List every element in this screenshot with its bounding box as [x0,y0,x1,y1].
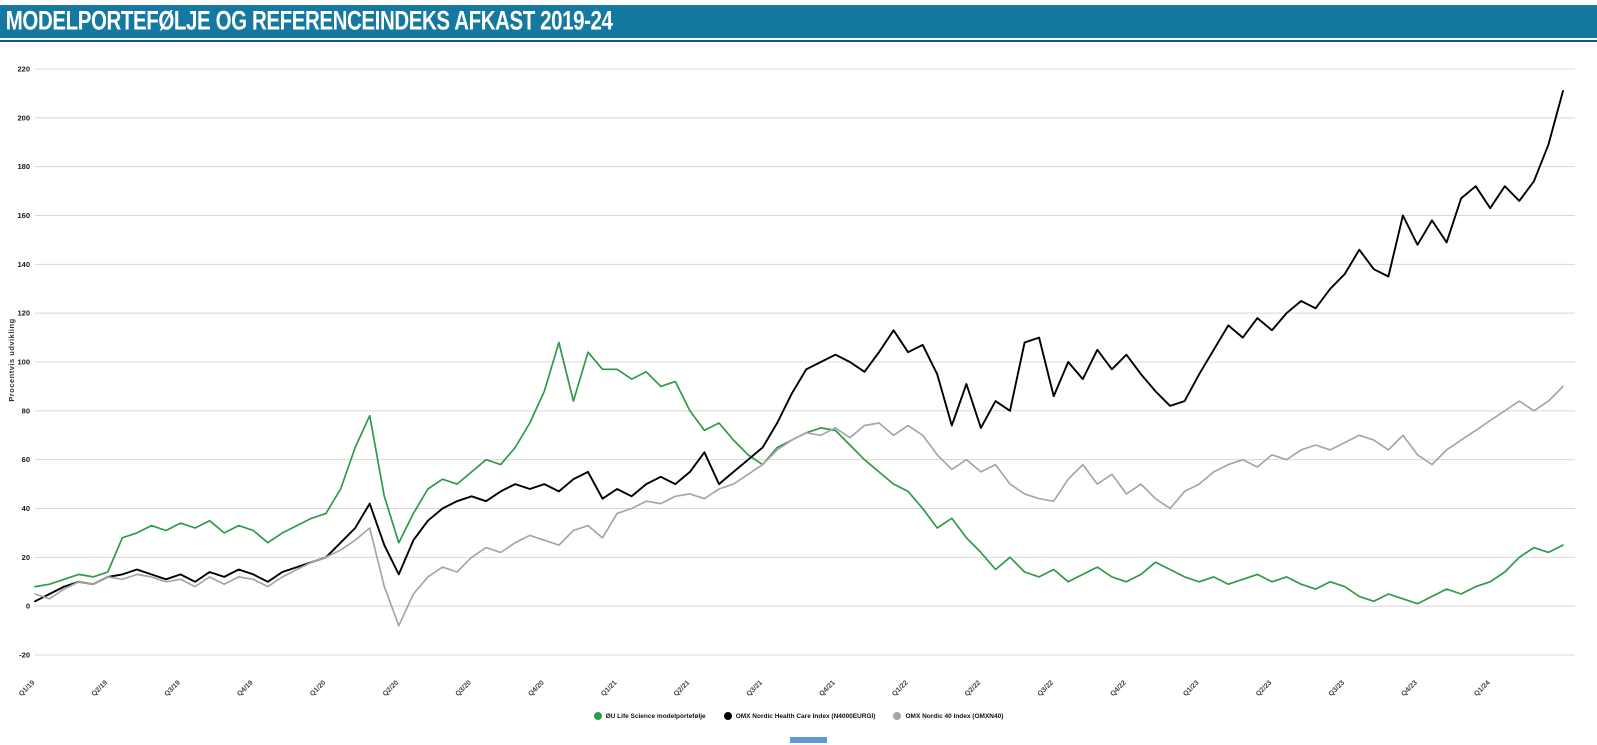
x-tick-label: Q3/20 [455,679,474,698]
chart-legend: ØU Life Science modelportefølje OMX Nordi… [0,708,1597,724]
y-tick-label: 20 [22,553,30,562]
legend-label: ØU Life Science modelportefølje [605,712,706,720]
legend-label: OMX Nordic Health Care Index (N4000EURGI… [735,712,876,720]
legend-item: ØU Life Science modelportefølje [593,712,706,720]
x-tick-label: Q1/20 [309,679,328,698]
x-tick-label: Q4/23 [1400,679,1419,698]
series-line-healthcare-index [34,90,1564,603]
chart-title-bar: MODELPORTEFØLJE OG REFERENCEINDEKS AFKAS… [0,5,1597,38]
x-tick-label: Q4/20 [527,679,546,698]
footer-accent-bar [790,737,827,743]
legend-dot-icon [893,712,902,720]
x-tick-label: Q3/23 [1328,679,1347,698]
y-tick-label: 0 [26,602,30,611]
x-tick-label: Q1/21 [600,679,619,698]
y-tick-label: 160 [17,211,30,220]
legend-dot-icon [723,712,732,720]
x-tick-label: Q1/23 [1182,679,1201,698]
x-tick-label: Q2/19 [91,679,110,698]
x-tick-label: Q1/22 [891,679,910,698]
x-tick-label: Q2/22 [964,679,983,698]
x-tick-label: Q2/20 [382,679,401,698]
x-tick-label: Q2/23 [1255,679,1274,698]
page-title: MODELPORTEFØLJE OG REFERENCEINDEKS AFKAS… [5,5,613,37]
x-tick-label: Q4/21 [818,679,837,698]
y-tick-label: 220 [17,65,30,74]
y-tick-label: 140 [17,260,30,269]
legend-label: OMX Nordic 40 Index (OMXN40) [905,712,1004,720]
legend-dot-icon [593,712,602,720]
y-axis-title: Procentvis udvikling [7,318,16,401]
legend-item: OMX Nordic 40 Index (OMXN40) [893,712,1003,720]
title-bar-rule [0,40,1597,42]
legend-item: OMX Nordic Health Care Index (N4000EURGI… [723,712,876,720]
line-chart: -20 0 20 40 60 80 100 120 140 160 180 200 220 Procent… [0,45,1597,705]
y-tick-label: 120 [17,309,30,318]
x-tick-label: Q4/19 [236,679,255,698]
y-tick-label: -20 [19,651,30,660]
y-tick-label: 200 [17,113,30,122]
series-line-nordic40-index [34,385,1564,627]
x-tick-label: Q1/24 [1473,679,1492,698]
x-tick-label: Q3/19 [163,679,182,698]
y-tick-label: 60 [22,455,30,464]
x-tick-label: Q1/19 [18,679,37,698]
y-tick-label: 80 [22,406,30,415]
x-tick-label: Q3/21 [746,679,765,698]
chart-canvas: -20 0 20 40 60 80 100 120 140 160 180 200 220 Procent… [7,65,1575,698]
y-tick-label: 180 [17,162,30,171]
x-tick-label: Q3/22 [1037,679,1056,698]
x-tick-label: Q2/21 [673,679,692,698]
y-tick-label: 40 [22,504,30,513]
y-tick-label: 100 [17,358,30,367]
x-tick-label: Q4/22 [1109,679,1128,698]
